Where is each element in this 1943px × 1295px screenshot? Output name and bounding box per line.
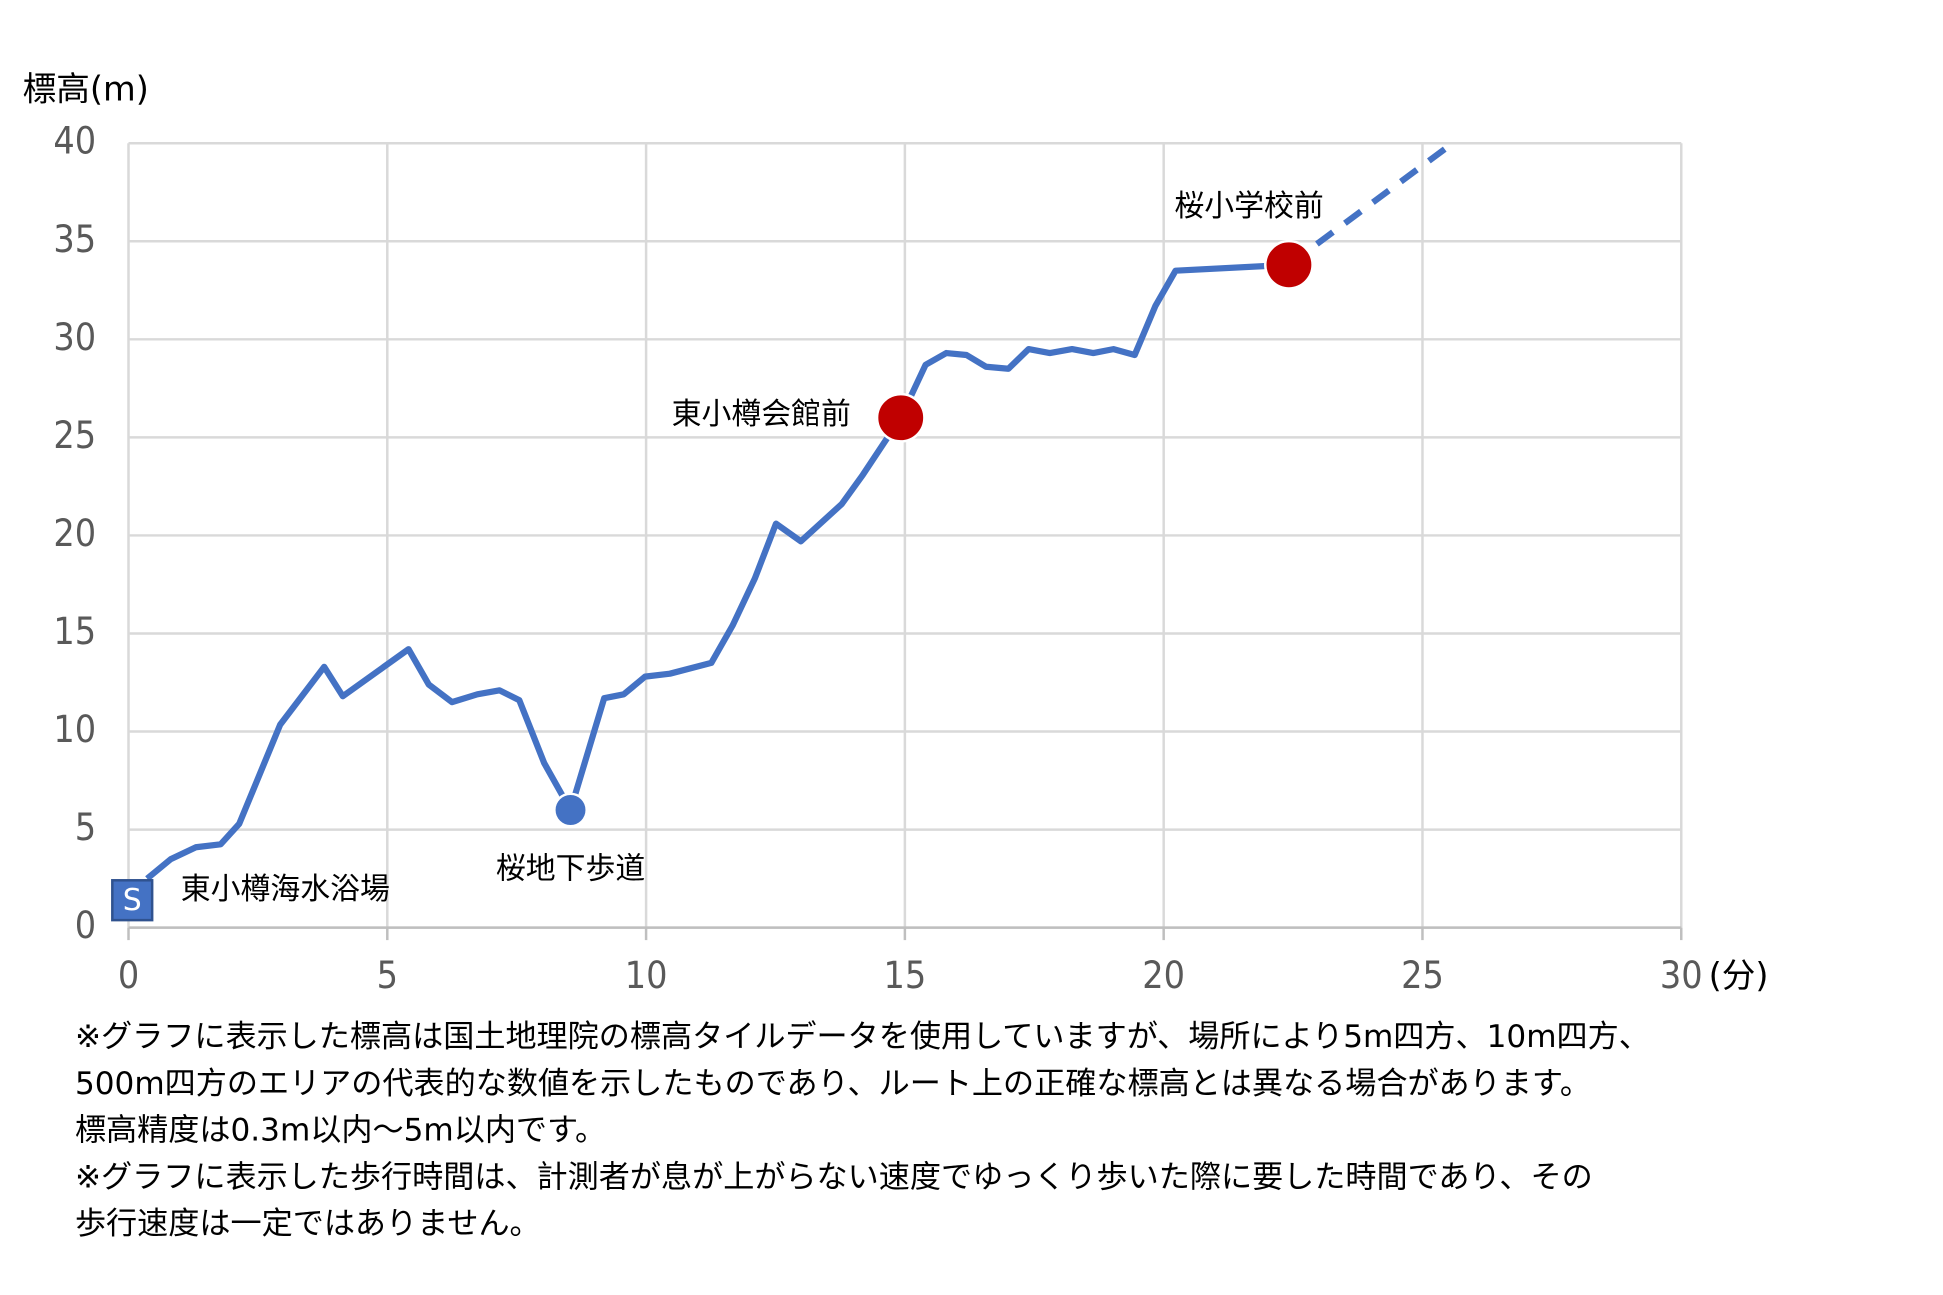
x-tick-label: 20 [1142, 953, 1185, 997]
y-tick-label: 10 [53, 707, 96, 751]
x-axis-label: (分) [1709, 956, 1769, 995]
point-label: 桜小学校前 [1174, 189, 1323, 224]
y-tick-label: 30 [53, 315, 96, 359]
point-label: 東小樽海水浴場 [181, 872, 390, 907]
start-marker [111, 879, 154, 922]
point-label: 東小樽会館前 [672, 397, 851, 432]
y-tick-label: 35 [53, 217, 96, 261]
y-tick-label: 25 [53, 413, 96, 457]
x-tick-label: 30 [1660, 953, 1703, 997]
y-axis-label: 標高(m) [23, 69, 149, 108]
point-marker [553, 792, 588, 828]
y-tick-label: 0 [75, 903, 96, 947]
point-marker [875, 392, 926, 443]
x-tick-label: 10 [625, 953, 668, 997]
y-tick-label: 5 [75, 805, 96, 849]
footnote: 500m四方のエリアの代表的な数値を示したものであり、ルート上の正確な標高とは異… [75, 1066, 1591, 1102]
point-marker [1264, 239, 1314, 290]
y-tick-label: 15 [53, 609, 96, 653]
start-marker-label: S [123, 883, 142, 918]
y-tick-label: 20 [53, 511, 96, 555]
x-tick-label: 5 [377, 953, 398, 997]
x-tick-label: 0 [118, 953, 139, 997]
footnote: 歩行速度は一定ではありません。 [75, 1206, 541, 1242]
footnote: 標高精度は0.3m以内～5m以内です。 [75, 1113, 606, 1149]
footnote: ※グラフに表示した標高は国土地理院の標高タイルデータを使用していますが、場所によ… [75, 1019, 1650, 1055]
y-tick-label: 40 [53, 119, 96, 163]
x-tick-label: 15 [884, 953, 927, 997]
point-label: 桜地下歩道 [496, 851, 645, 886]
x-tick-label: 25 [1401, 953, 1444, 997]
line-series [145, 261, 1290, 882]
footnote: ※グラフに表示した歩行時間は、計測者が息が上がらない速度でゆっくり歩いた際に要し… [75, 1159, 1593, 1195]
